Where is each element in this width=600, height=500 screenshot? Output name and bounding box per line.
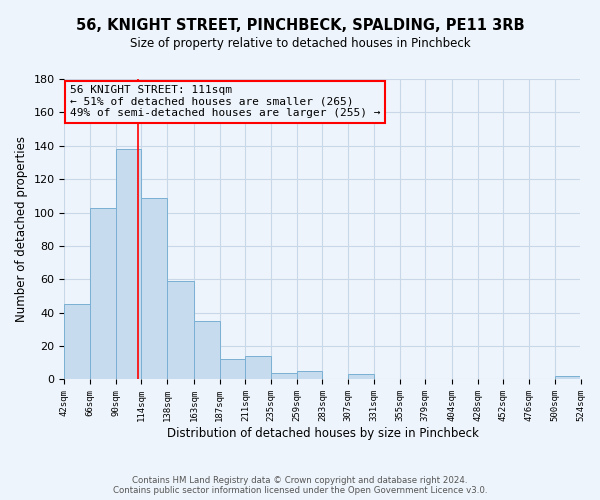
- Y-axis label: Number of detached properties: Number of detached properties: [15, 136, 28, 322]
- Bar: [90, 208, 116, 380]
- Text: Size of property relative to detached houses in Pinchbeck: Size of property relative to detached ho…: [130, 38, 470, 51]
- Bar: [271, 373, 297, 380]
- Bar: [245, 356, 271, 380]
- Bar: [167, 281, 194, 380]
- Text: Contains HM Land Registry data © Crown copyright and database right 2024.
Contai: Contains HM Land Registry data © Crown c…: [113, 476, 487, 495]
- Bar: [116, 149, 142, 380]
- X-axis label: Distribution of detached houses by size in Pinchbeck: Distribution of detached houses by size …: [167, 427, 478, 440]
- Bar: [555, 376, 580, 380]
- Text: 56 KNIGHT STREET: 111sqm
← 51% of detached houses are smaller (265)
49% of semi-: 56 KNIGHT STREET: 111sqm ← 51% of detach…: [70, 85, 380, 118]
- Bar: [348, 374, 374, 380]
- Bar: [220, 360, 245, 380]
- Bar: [142, 198, 167, 380]
- Text: 56, KNIGHT STREET, PINCHBECK, SPALDING, PE11 3RB: 56, KNIGHT STREET, PINCHBECK, SPALDING, …: [76, 18, 524, 32]
- Bar: [64, 304, 90, 380]
- Bar: [297, 371, 322, 380]
- Bar: [194, 321, 220, 380]
